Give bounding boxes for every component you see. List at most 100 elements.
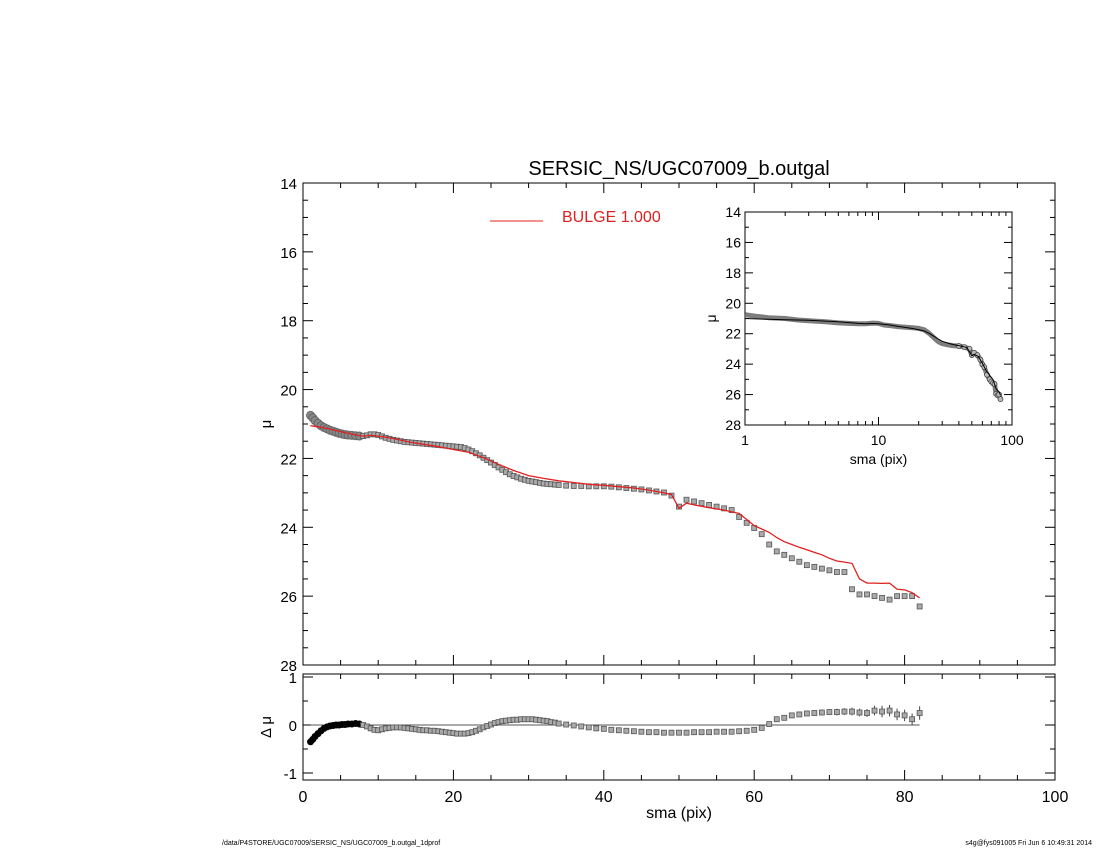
residual-point-with-error [916, 710, 923, 716]
residual-point [608, 726, 615, 733]
data-point [563, 482, 570, 489]
residual-point [713, 728, 720, 735]
residual-point-with-error [834, 709, 840, 715]
data-point [766, 541, 773, 548]
residual-point [668, 729, 675, 736]
data-point [555, 482, 562, 488]
residual-point [728, 728, 735, 735]
residual-point [623, 727, 630, 734]
data-point [728, 507, 735, 513]
x-tick-label: 20 [445, 789, 463, 806]
residual-point-with-error [886, 707, 893, 714]
residual-point-with-error [879, 708, 885, 715]
residual-point [758, 724, 765, 731]
residual-point [578, 723, 585, 730]
model-line-bulge [310, 425, 920, 599]
residual-point [600, 725, 607, 732]
x-tick-label: 40 [595, 789, 613, 806]
inset-model-line [744, 318, 1001, 396]
residual-point [683, 729, 690, 736]
data-point [811, 563, 818, 570]
y-tick-label: 14 [280, 176, 297, 193]
residual-point-with-error [894, 711, 900, 718]
inset-y-tick-label: 14 [725, 204, 741, 220]
residual-point-with-error [773, 716, 780, 723]
data-point [841, 569, 848, 575]
residual-point [653, 729, 660, 736]
x-tick-label: 60 [745, 789, 763, 806]
y-tick-label: 20 [280, 383, 297, 400]
residual-point [698, 729, 705, 736]
x-tick-label: 0 [299, 789, 308, 806]
data-point [826, 567, 833, 574]
footer-timestamp: s4g@fys091005 Fri Jun 6 10:49:31 2014 [965, 840, 1092, 847]
y-axis-label: μ [258, 420, 275, 429]
x-axis-label: sma (pix) [646, 805, 712, 822]
data-point [788, 555, 795, 562]
data-point [916, 603, 923, 610]
residual-point-with-error [803, 710, 810, 717]
residual-point [638, 728, 645, 735]
residual-point [630, 728, 637, 735]
x-tick-label: 100 [1042, 789, 1069, 806]
residual-point [563, 721, 570, 728]
data-point [683, 496, 690, 503]
data-point [818, 565, 825, 572]
residual-point [766, 721, 773, 727]
residual-point [585, 724, 592, 731]
y-tick-label: 22 [280, 451, 297, 468]
residual-point-with-error [818, 709, 825, 716]
data-point [698, 500, 705, 507]
residual-point-with-error [796, 711, 803, 718]
residual-point-with-error [909, 716, 916, 723]
data-point [736, 514, 743, 520]
x-tick-label: 80 [896, 789, 914, 806]
inset-y-tick-label: 22 [725, 326, 741, 342]
y-tick-label: 24 [280, 520, 297, 537]
residual-point [615, 727, 622, 734]
data-point [849, 586, 855, 593]
inset-x-tick-label: 100 [1000, 432, 1024, 448]
inset-y-tick-label: 20 [725, 295, 741, 311]
residual-point [743, 727, 750, 734]
residual-point-with-error [788, 712, 795, 719]
data-point [691, 498, 697, 505]
data-point [600, 483, 607, 490]
residual-point-with-error [864, 710, 870, 716]
chart-title: SERSIC_NS/UGC07009_b.outgal [528, 158, 829, 180]
legend-label: BULGE 1.000 [562, 209, 661, 226]
data-point [886, 596, 893, 603]
data-point [894, 593, 900, 600]
residual-point-with-error [826, 709, 833, 715]
inset-y-axis-label: μ [703, 314, 719, 322]
data-point [781, 551, 788, 558]
inset-y-tick-label: 28 [725, 417, 741, 433]
residual-point [570, 722, 577, 729]
y-tick-label: 16 [280, 245, 297, 262]
residual-y-axis-label: Δ μ [258, 716, 275, 738]
main-profile-panel: SERSIC_NS/UGC07009_b.outgal 14 16 18 20 22 24 2… [258, 158, 1056, 675]
residual-y-tick-label: 0 [289, 718, 297, 735]
residual-point [646, 729, 652, 736]
data-point [901, 593, 908, 600]
residual-point-with-error [781, 714, 788, 721]
inset-x-tick-label: 1 [741, 432, 749, 448]
residual-point [661, 729, 667, 736]
residual-point [555, 720, 562, 727]
data-point [864, 591, 870, 598]
inset-x-axis-label: sma (pix) [850, 451, 908, 467]
inset-y-tick-label: 24 [725, 356, 741, 372]
residual-point [706, 729, 712, 736]
residual-point-with-error [856, 709, 863, 716]
residual-y-tick-label: 1 [289, 670, 297, 687]
data-point [593, 483, 600, 490]
residual-point-with-error [811, 710, 818, 716]
data-point [758, 531, 765, 538]
data-point [879, 594, 885, 601]
y-tick-label: 28 [280, 658, 297, 675]
residual-y-tick-label: -1 [284, 766, 297, 783]
data-point [803, 562, 810, 569]
footer-file-path: /data/P4STORE/UGC07009/SERSIC_NS/UGC0700… [222, 840, 441, 847]
